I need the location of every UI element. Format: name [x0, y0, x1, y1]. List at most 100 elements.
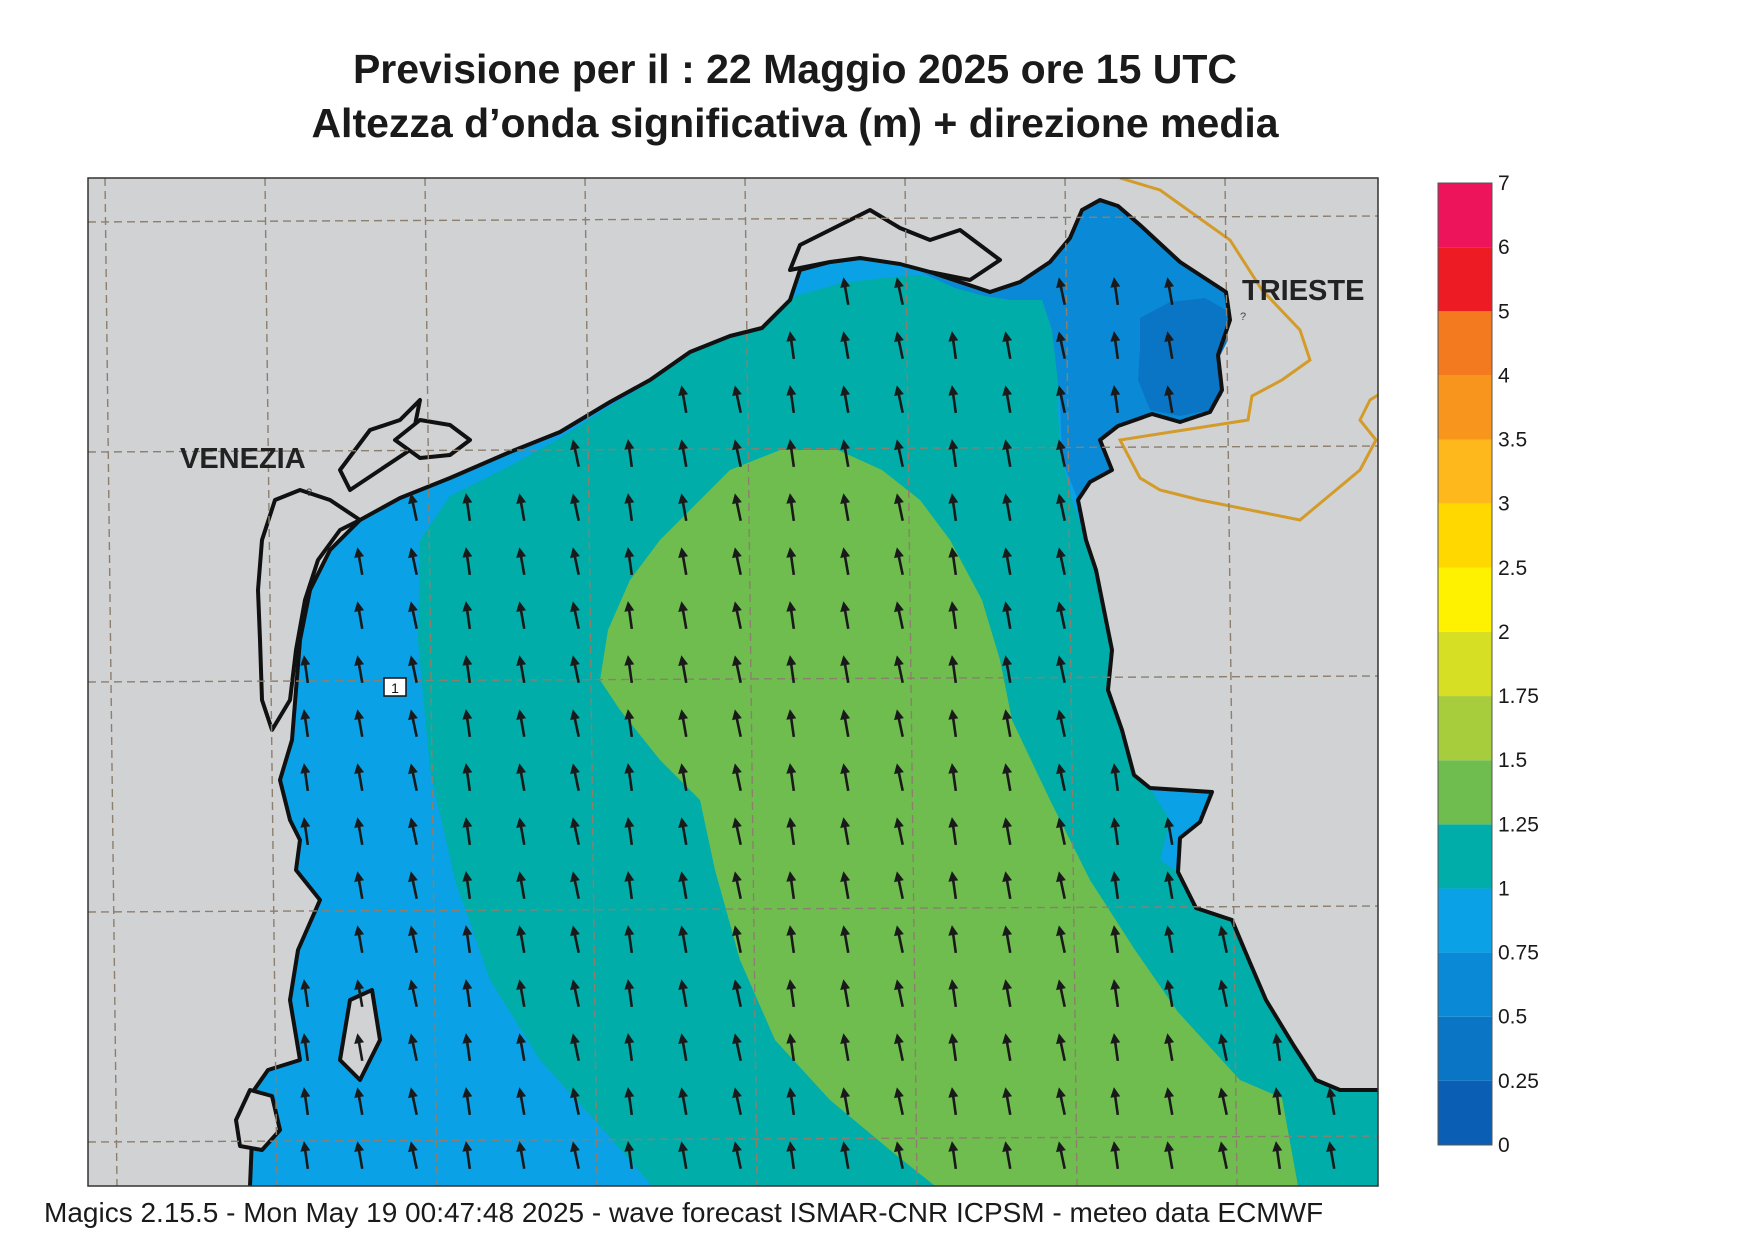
map-frame [87, 177, 1379, 1187]
lagoon-land [256, 488, 362, 732]
wave-direction-arrow [300, 655, 311, 684]
wave-direction-arrow [894, 763, 904, 791]
wave-direction-arrow [300, 709, 311, 738]
wave-direction-arrow [840, 331, 851, 360]
wave-direction-arrow [894, 925, 904, 953]
wave-direction-arrow [570, 871, 580, 899]
legend-swatch [1438, 503, 1492, 568]
wave-direction-arrow [624, 709, 635, 738]
wave-direction-arrow [516, 1087, 527, 1116]
wave-direction-arrow [894, 277, 904, 305]
wave-direction-arrow [570, 1141, 580, 1169]
legend-label: 4 [1498, 364, 1510, 387]
wave-direction-arrow [1056, 871, 1066, 899]
wave-direction-arrow [1002, 655, 1013, 684]
wave-direction-arrow [624, 1033, 635, 1062]
wave-direction-arrow [462, 547, 473, 576]
legend-swatch [1438, 631, 1492, 697]
wave-direction-arrow [948, 763, 959, 792]
wave-direction-arrow [516, 1033, 527, 1062]
color-legend: 0 0.25 0.5 0.75 1 1.25 1.5 1.75 2 2.5 3 3.5 4 5 6 7 [1437, 172, 1539, 1157]
wave-direction-arrow [570, 439, 580, 467]
legend-swatch [1438, 247, 1492, 312]
wave-direction-arrow [678, 871, 689, 900]
wave-direction-arrow [786, 331, 797, 360]
parallel-line [88, 445, 1378, 453]
wave-direction-arrow [408, 871, 418, 899]
wave-direction-arrow [1326, 1141, 1337, 1170]
wave-direction-arrow [840, 1087, 851, 1116]
wave-direction-arrow [1218, 925, 1228, 953]
wave-direction-arrow [948, 925, 959, 954]
wave-direction-arrow [786, 979, 797, 1008]
wave-direction-arrow [1218, 1141, 1228, 1169]
city-marker-trieste: ? [1240, 311, 1246, 323]
wave-direction-arrow [408, 763, 418, 791]
wave-direction-arrow [570, 763, 580, 791]
wave-direction-arrow [354, 601, 365, 630]
wave-direction-arrow [1110, 1141, 1121, 1170]
legend-label: 0 [1498, 1134, 1510, 1157]
legend-label: 1.75 [1498, 685, 1539, 708]
wave-direction-arrow [624, 763, 635, 792]
wave-direction-arrow [678, 763, 689, 792]
wave-direction-arrow [516, 1141, 527, 1170]
wave-direction-arrow [300, 979, 311, 1008]
wave-direction-arrow [948, 331, 959, 360]
legend-label: 6 [1498, 236, 1510, 259]
wave-direction-arrow [1002, 1141, 1013, 1170]
wave-direction-arrow [624, 439, 635, 468]
wave-direction-arrow [1218, 1087, 1228, 1115]
wave-direction-arrow [732, 1033, 742, 1061]
wave-band-0-25 [1138, 298, 1228, 416]
wave-direction-arrow [1164, 925, 1175, 954]
wave-direction-arrow [840, 979, 851, 1008]
wave-direction-arrow [732, 817, 742, 845]
wave-direction-arrow [408, 1141, 418, 1169]
wave-direction-arrow [624, 817, 635, 846]
title-line-1: Previsione per il : 22 Maggio 2025 ore 1… [352, 46, 1238, 92]
national-border [1117, 178, 1378, 522]
wave-direction-arrow [894, 331, 904, 359]
wave-direction-arrow [1056, 979, 1066, 1007]
wave-direction-arrow [354, 1141, 365, 1170]
legend-label: 1.25 [1498, 813, 1539, 836]
wave-direction-arrow [786, 763, 797, 792]
wave-direction-arrow [1218, 1033, 1228, 1061]
wave-direction-arrow [948, 817, 959, 846]
wave-direction-arrow [354, 925, 365, 954]
wave-direction-arrow [570, 1033, 580, 1061]
wave-direction-arrow [408, 1087, 418, 1115]
legend-swatch [1438, 1080, 1492, 1145]
wave-band-0-5 [920, 200, 1230, 500]
wave-direction-arrow [570, 547, 580, 575]
wave-direction-arrow [624, 601, 635, 630]
wave-direction-arrow [462, 601, 473, 630]
wave-direction-arrow [840, 439, 851, 468]
legend-label: 5 [1498, 300, 1510, 323]
wave-direction-arrow [732, 1087, 742, 1115]
wave-direction-arrow [840, 1033, 851, 1062]
wave-direction-arrow [786, 817, 797, 846]
wave-direction-arrow [732, 871, 742, 899]
wave-direction-arrow [894, 1033, 904, 1061]
wave-direction-arrow [786, 493, 797, 522]
wave-direction-arrow [1002, 547, 1013, 576]
legend-label: 0.25 [1498, 1070, 1539, 1093]
wave-direction-arrow [840, 871, 851, 900]
wave-direction-arrow [1272, 1141, 1283, 1170]
wave-direction-arrow [732, 385, 742, 413]
wave-direction-arrow [678, 547, 689, 576]
wave-direction-arrow [840, 763, 851, 792]
wave-direction-arrow [948, 601, 959, 630]
wave-direction-arrow [516, 655, 527, 684]
wave-direction-arrow [894, 817, 904, 845]
wave-direction-arrow [408, 655, 418, 683]
wave-direction-arrow [354, 547, 365, 576]
wave-direction-arrow [732, 439, 742, 467]
legend-swatch [1438, 567, 1492, 632]
wave-direction-arrow [732, 493, 742, 521]
wave-direction-arrow [1002, 1033, 1013, 1062]
wave-direction-arrow [462, 655, 473, 684]
